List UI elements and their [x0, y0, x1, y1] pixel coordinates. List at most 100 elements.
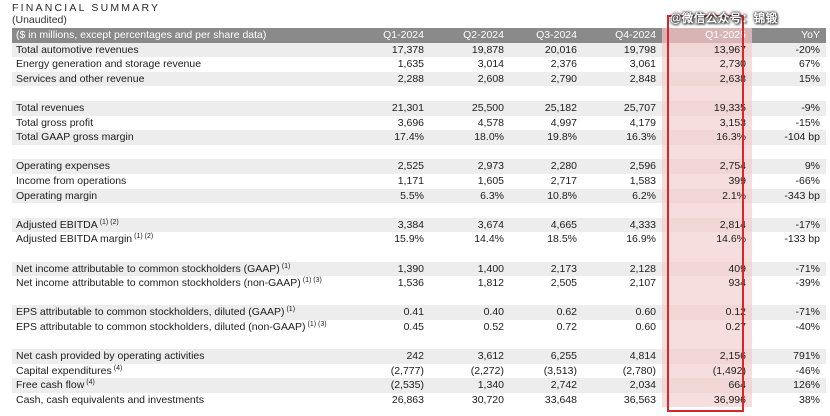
yoy-cell: -40%: [795, 320, 820, 333]
yoy-cell: 38%: [798, 393, 820, 406]
value-cell: 13,967: [662, 42, 752, 58]
value-cell: 33,648: [544, 393, 577, 406]
value-cell: 1,340: [430, 378, 510, 393]
value-cell: 4,578: [477, 116, 504, 129]
value-cell: 3,153: [662, 115, 752, 131]
spacer-cell: [752, 86, 826, 101]
spacer-cell: [662, 86, 752, 101]
value-cell: 2,525: [344, 159, 430, 174]
spacer-cell: [12, 86, 344, 101]
yoy-cell: 9%: [752, 159, 826, 174]
spacer-cell: [510, 334, 583, 349]
value-cell: 30,720: [471, 393, 504, 406]
row-label-text: Operating expenses: [16, 160, 110, 173]
row-label: Net income attributable to common stockh…: [12, 261, 344, 277]
table-row: Net cash provided by operating activitie…: [12, 349, 826, 364]
watermark-text: @微信公众号：锦锻: [670, 13, 778, 25]
row-label-text: Energy generation and storage revenue: [16, 58, 202, 71]
spacer-cell: [510, 145, 583, 160]
value-cell: 0.40: [430, 305, 510, 320]
spacer-cell: [662, 290, 752, 306]
spacer-cell: [583, 86, 662, 101]
spacer-row: [12, 86, 826, 101]
value-cell: 21,301: [344, 100, 430, 116]
spacer-cell: [344, 291, 430, 306]
value-cell: 1,583: [629, 174, 656, 187]
value-cell: 36,563: [623, 393, 656, 406]
value-cell: 2,596: [583, 159, 662, 174]
row-label-text: Free cash flow: [16, 379, 85, 392]
value-cell: 2,814: [662, 217, 752, 233]
value-cell: 16.3%: [583, 130, 662, 145]
footnote-ref: (4): [113, 364, 123, 372]
value-cell: 3,384: [344, 217, 430, 233]
table-row: Total gross profit 3,696 4,578 4,997 4,179 3,…: [12, 115, 826, 131]
value-cell: 4,333: [583, 217, 662, 233]
spacer-cell: [583, 334, 662, 349]
row-label-text: Net income attributable to common stockh…: [16, 262, 280, 275]
spacer-cell: [583, 291, 662, 306]
footnote-ref: (1): [286, 306, 296, 314]
row-label: Net cash provided by operating activitie…: [12, 349, 344, 364]
row-label-text: Total GAAP gross margin: [16, 131, 134, 144]
spacer-cell: [583, 145, 662, 160]
value-cell: 19,798: [583, 42, 662, 58]
yoy-cell: -71%: [752, 261, 826, 277]
value-cell: 0.27: [662, 319, 752, 335]
spacer-cell: [662, 246, 752, 262]
spacer-row: [12, 290, 826, 306]
table-row: Total revenues 21,301 25,500 25,182 25,707 19…: [12, 100, 826, 116]
row-label: Total GAAP gross margin: [12, 130, 344, 145]
spacer-cell: [510, 86, 583, 101]
value-cell: 6.2%: [583, 188, 662, 204]
value-cell: 4,665: [510, 217, 583, 233]
spacer-cell: [430, 334, 510, 349]
value-cell: 17,378: [344, 42, 430, 58]
value-cell: 1,536: [397, 277, 424, 290]
spacer-cell: [510, 203, 583, 218]
spacer-cell: [583, 247, 662, 262]
value-cell: 0.72: [556, 320, 577, 333]
row-label: Capital expenditures (4): [12, 364, 344, 379]
value-cell: 2,790: [510, 71, 583, 87]
spacer-cell: [662, 144, 752, 160]
spacer-cell: [752, 203, 826, 218]
value-cell: 25,500: [430, 100, 510, 116]
spacer-cell: [344, 145, 430, 160]
value-cell: 2,754: [662, 159, 752, 174]
table-row: Net income attributable to common stockh…: [12, 261, 826, 277]
yoy-cell: -133 bp: [784, 233, 820, 246]
value-cell: 2,128: [583, 261, 662, 277]
spacer-cell: [752, 247, 826, 262]
value-cell: 4,814: [583, 349, 662, 364]
table-row: Adjusted EBITDA (1) (2) 3,384 3,674 4,665 4,3…: [12, 217, 826, 233]
row-label-text: Total revenues: [16, 101, 85, 114]
spacer-cell: [510, 247, 583, 262]
spacer-cell: [583, 203, 662, 218]
header-yoy: YoY: [752, 28, 826, 43]
row-label-text: Services and other revenue: [16, 72, 145, 85]
report-subtitle: (Unaudited): [12, 14, 67, 26]
footnote-ref: (1) (2): [134, 233, 154, 241]
table-row: Energy generation and storage revenue 1,6…: [12, 57, 826, 72]
value-cell: 18.5%: [547, 233, 577, 246]
row-label: Adjusted EBITDA margin (1) (2): [12, 232, 344, 247]
header-q2-2024: Q2-2024: [430, 28, 510, 43]
value-cell: 36,996: [662, 392, 752, 408]
value-cell: 2,848: [583, 71, 662, 87]
value-cell: 2,107: [629, 277, 656, 290]
value-cell: 2,505: [550, 277, 577, 290]
row-label-text: Net cash provided by operating activitie…: [16, 350, 205, 363]
value-cell: 934: [662, 276, 752, 291]
row-label-text: EPS attributable to common stockholders,…: [16, 320, 306, 333]
table-row: Operating expenses 2,525 2,973 2,280 2,596 2,…: [12, 159, 826, 174]
value-cell: 16.9%: [626, 233, 656, 246]
spacer-cell: [12, 203, 344, 218]
value-cell: 2,173: [510, 261, 583, 277]
yoy-cell: -66%: [795, 174, 820, 187]
report-title: FINANCIAL SUMMARY: [12, 2, 161, 14]
footnote-ref: (1) (2): [99, 218, 119, 226]
yoy-cell: -17%: [752, 217, 826, 233]
table-header-row: ($ in millions, except percentages and p…: [12, 28, 826, 43]
value-cell: 2,730: [662, 57, 752, 72]
